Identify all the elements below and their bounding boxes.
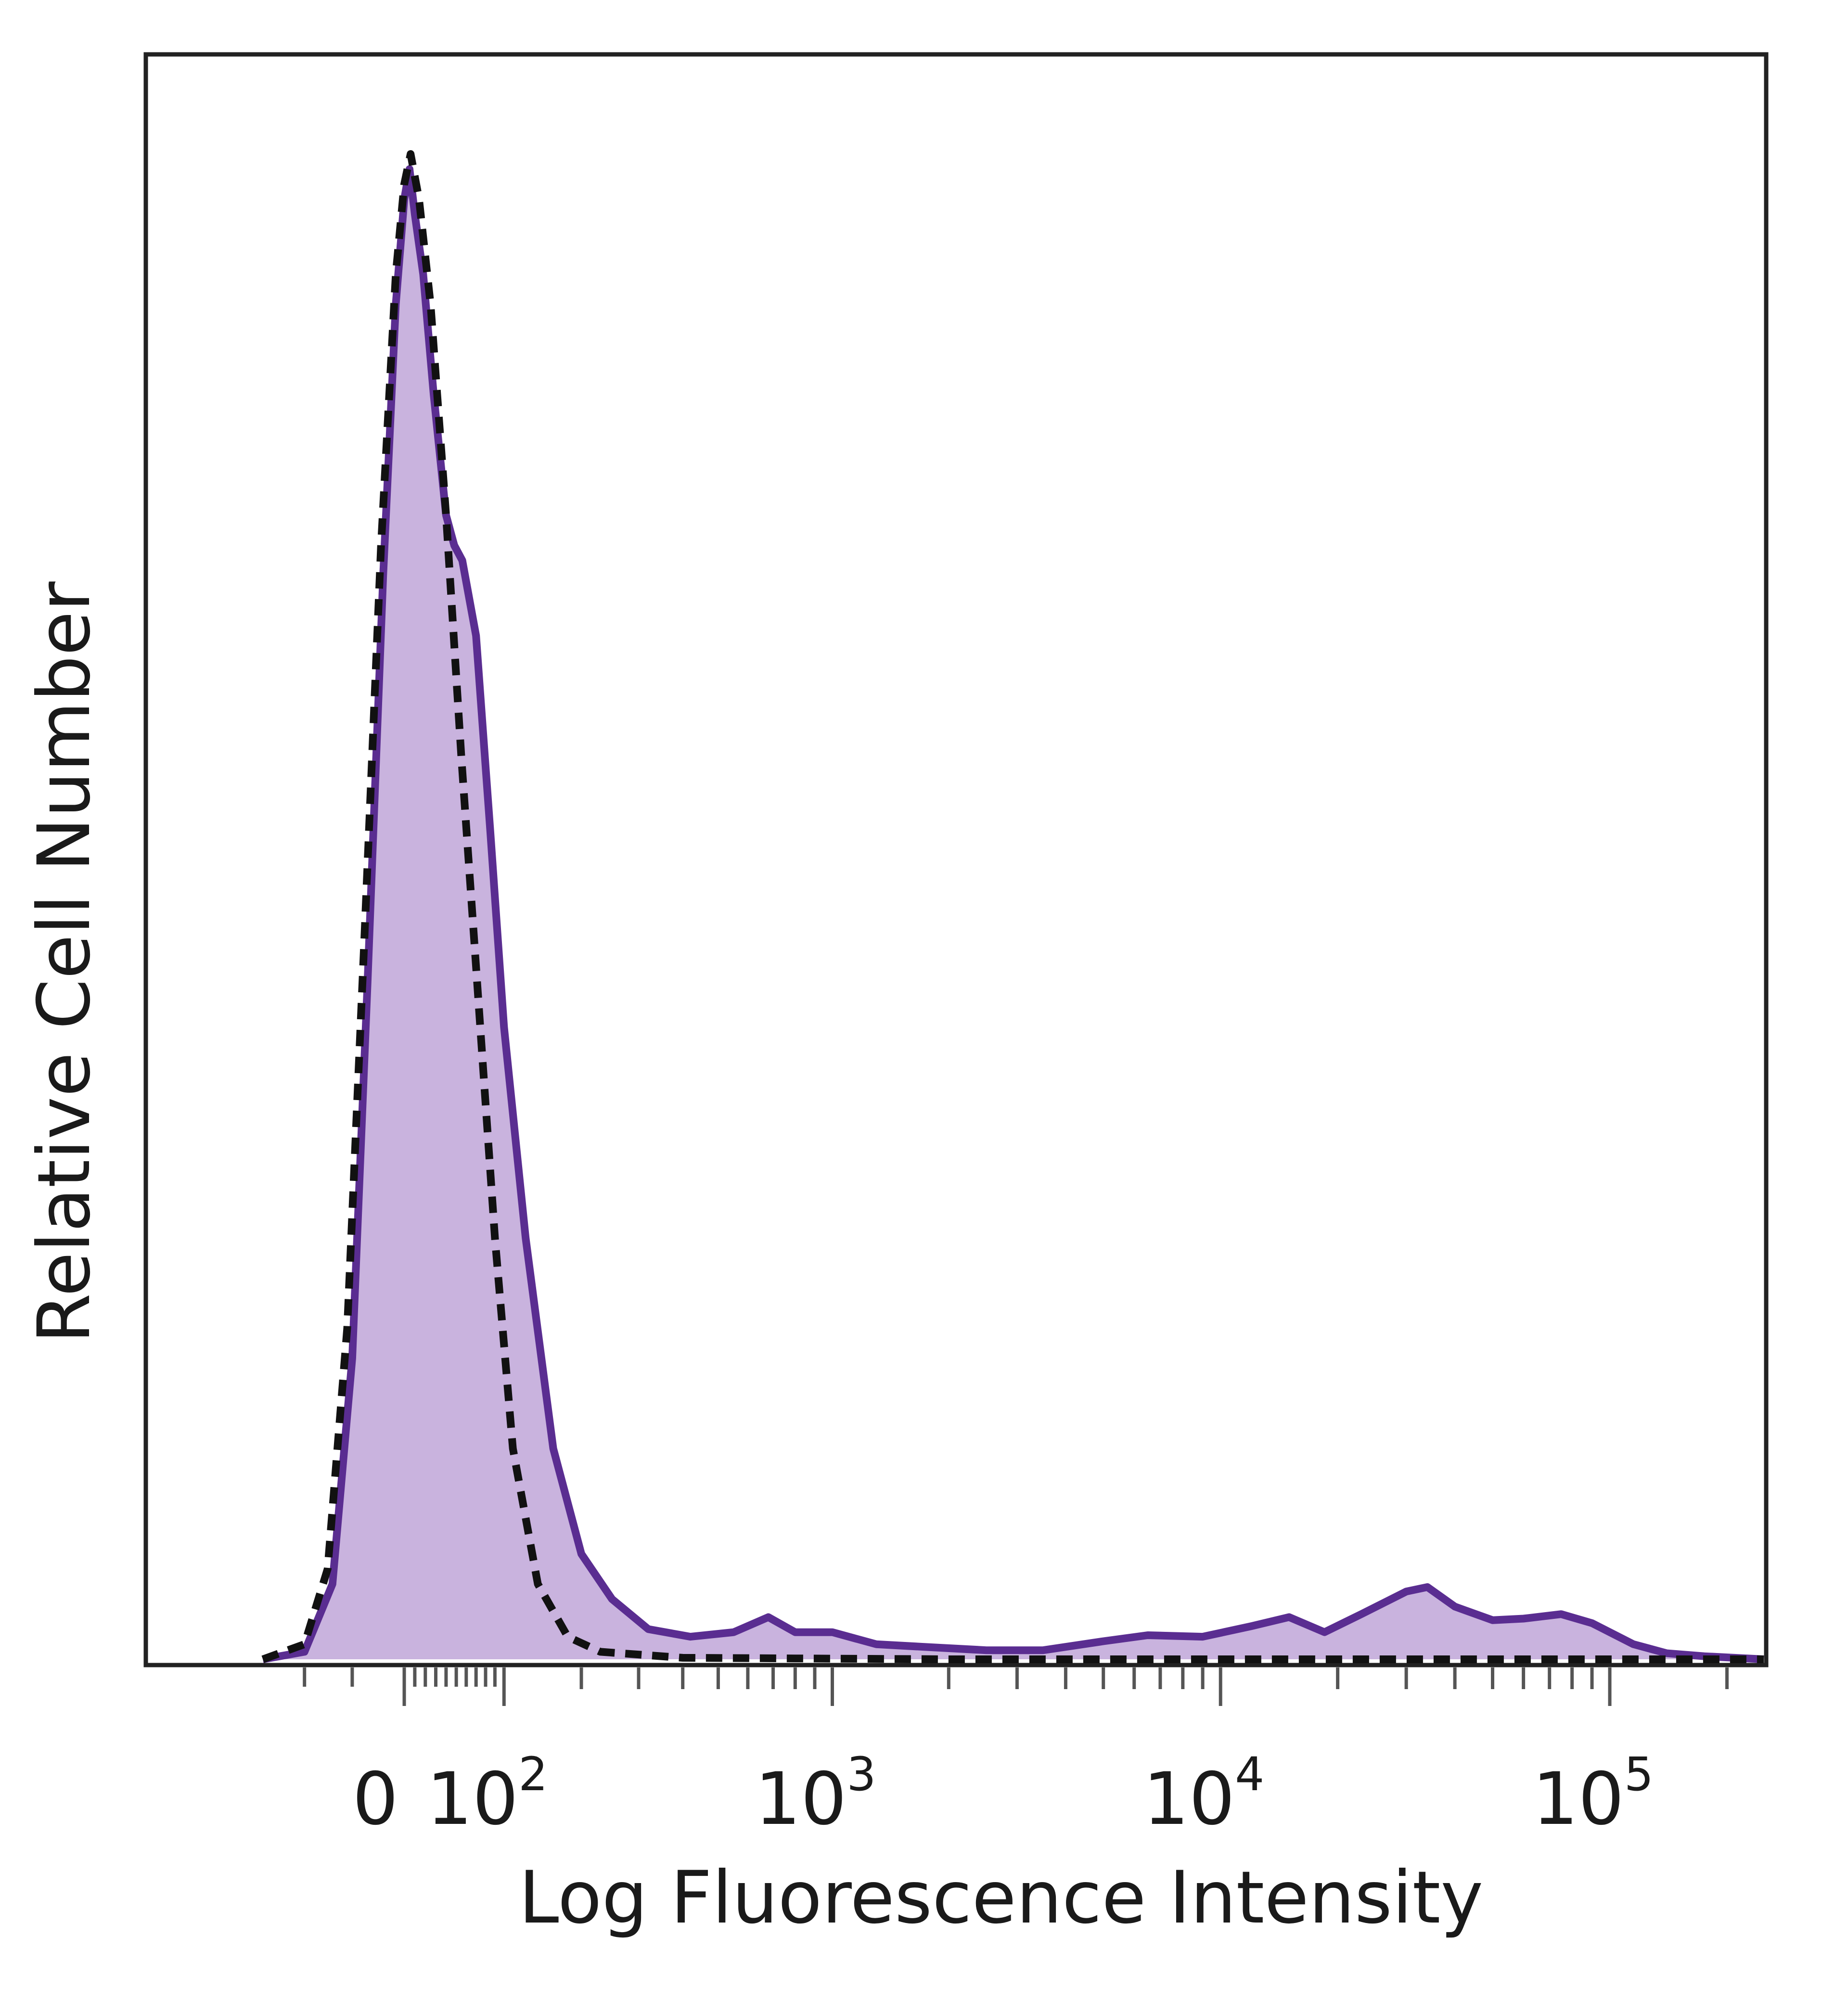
x-tick-label: 104 <box>1143 1747 1264 1841</box>
x-tick-label: 105 <box>1532 1747 1654 1841</box>
x-tick-label: 0 <box>352 1757 398 1841</box>
x-axis-ticks <box>303 1667 1729 1706</box>
x-tick-label: 102 <box>426 1747 548 1841</box>
series-0-line <box>262 165 1764 1663</box>
series-layer <box>261 150 1764 1663</box>
x-tick-label: 103 <box>755 1747 876 1841</box>
x-axis-tick-labels: 0 102 103 104 105 <box>352 1747 1654 1841</box>
plot-frame <box>143 52 1769 1667</box>
series-0-fill <box>263 169 1764 1659</box>
series-1-dashed-line <box>261 150 1764 1663</box>
y-axis-title: Relative Cell Number <box>23 581 106 1344</box>
x-axis-title: Log Fluorescence Intensity <box>519 1856 1483 1940</box>
